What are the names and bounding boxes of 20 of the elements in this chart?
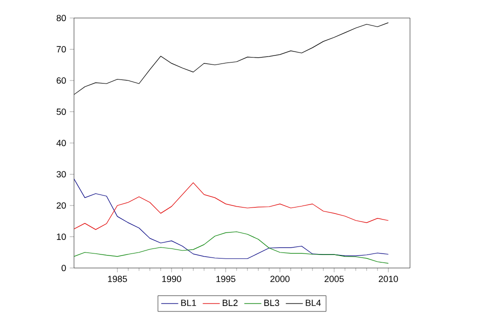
legend-label: BL1 xyxy=(181,300,196,306)
legend-label: BL4 xyxy=(306,300,321,306)
y-tick-label: 0 xyxy=(62,264,66,272)
y-tick-label: 20 xyxy=(56,202,66,209)
legend-label: BL2 xyxy=(222,300,238,306)
line-series xyxy=(74,231,389,264)
y-tick-label: 80 xyxy=(56,14,66,22)
y-tick-label: 70 xyxy=(56,46,66,52)
y-tick-label: 50 xyxy=(56,108,66,115)
x-tick-label: 1990 xyxy=(162,276,182,282)
y-tick-label: 10 xyxy=(56,234,66,240)
x-tick-label: 1995 xyxy=(216,276,236,282)
y-tick-label: 40 xyxy=(56,140,66,146)
y-tick-label: 60 xyxy=(56,77,66,84)
x-tick-label: 1985 xyxy=(108,276,127,282)
x-tick-label: 2000 xyxy=(270,276,290,282)
x-tick-label: 2005 xyxy=(324,276,344,282)
legend-label: BL3 xyxy=(264,300,280,306)
x-tick-label: 2010 xyxy=(378,276,398,282)
y-tick-label: 30 xyxy=(56,171,66,178)
